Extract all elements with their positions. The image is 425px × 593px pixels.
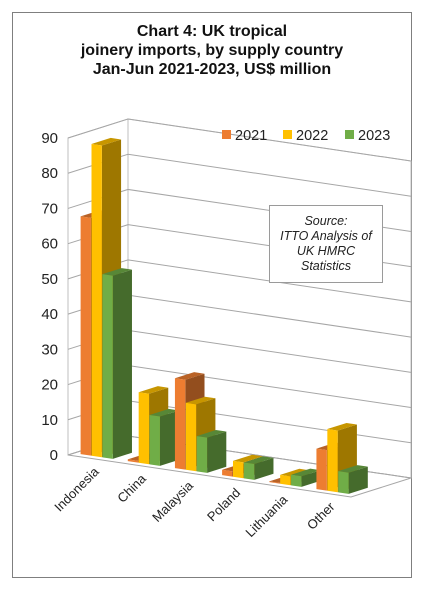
bar-top [243, 456, 274, 465]
y-tick-label: 90 [41, 130, 58, 147]
x-tick-label: China [114, 470, 149, 505]
bar-front [243, 462, 255, 480]
x-tick-label: Other [304, 499, 338, 533]
bar-top [232, 454, 263, 463]
gridline [67, 153, 412, 197]
x-tick-label: Poland [204, 485, 243, 524]
bar-side [348, 466, 368, 494]
bar-front [91, 143, 102, 458]
bar-front [232, 460, 244, 479]
y-tick-label: 30 [41, 341, 58, 358]
x-tick-label: Lithuania [242, 491, 290, 539]
bar-front [196, 436, 208, 473]
bar-top [138, 386, 169, 394]
bar-front [185, 402, 197, 472]
bar-front [269, 481, 280, 484]
y-tick-label: 0 [50, 447, 58, 464]
y-tick-label: 60 [41, 236, 58, 253]
legend-swatch-2022 [283, 130, 292, 139]
bar-front [102, 274, 113, 459]
bar-front [338, 471, 349, 494]
bar-top [280, 468, 310, 477]
bar-top [185, 396, 216, 405]
bar-malaysia-2023 [196, 430, 227, 473]
y-tick-label: 50 [41, 271, 58, 288]
bar-side [301, 470, 321, 487]
bar-side [112, 269, 132, 459]
bar-side [254, 457, 274, 480]
source-line-2: ITTO Analysis of [280, 229, 372, 243]
source-annotation: Source: ITTO Analysis of UK HMRC Statist… [269, 205, 383, 283]
y-tick-label: 20 [41, 377, 58, 394]
legend-label-2023: 2023 [358, 128, 390, 144]
bar-front [127, 459, 139, 463]
bar-top [196, 430, 227, 438]
chart-title-line-1: Chart 4: UK tropical [136, 23, 288, 40]
bar-front [316, 448, 327, 491]
x-tick-label: Indonesia [51, 463, 102, 514]
bar-front [222, 469, 233, 477]
bar-poland-2023 [243, 456, 274, 480]
y-tick-label: 10 [41, 412, 58, 429]
chart-title: Chart 4: UK tropical joinery imports, by… [12, 22, 412, 79]
bar-top [174, 372, 205, 380]
y-tick-label: 40 [41, 306, 58, 323]
bar-front [138, 392, 150, 465]
source-line-1: Source: [304, 214, 348, 228]
bar-side [159, 410, 180, 466]
legend-swatch-2023 [345, 130, 354, 139]
bar-lithuania-2023 [291, 468, 321, 487]
bar-indonesia-2023 [102, 268, 132, 459]
legend-swatch-2021 [222, 130, 231, 139]
bar-top [338, 465, 368, 473]
bar-front [291, 474, 302, 487]
bar-top [91, 137, 122, 146]
bar-top [327, 422, 357, 431]
legend-label-2021: 2021 [235, 128, 267, 144]
source-line-3: UK HMRC [296, 244, 356, 258]
chart-title-line-3: Jan-Jun 2021-2023, US$ million [92, 61, 332, 78]
bar-top [291, 468, 321, 477]
bar-top [102, 268, 132, 276]
legend-label-2022: 2022 [296, 128, 328, 144]
y-tick-label: 80 [41, 165, 58, 182]
bar-top [149, 408, 180, 417]
source-line-4: Statistics [300, 259, 351, 273]
x-tick-label: Malaysia [149, 477, 196, 524]
bar-front [174, 378, 186, 470]
bar-front [327, 429, 338, 493]
bar-front [80, 216, 91, 456]
bar-front [149, 415, 160, 466]
y-tick-label: 70 [41, 200, 58, 217]
bar-other-2023 [338, 465, 368, 494]
bar-front [280, 474, 291, 486]
gridline [67, 118, 412, 162]
chart-title-line-2: joinery imports, by supply country [80, 42, 344, 59]
bar-china-2023 [149, 408, 180, 466]
bar-side [207, 431, 227, 473]
